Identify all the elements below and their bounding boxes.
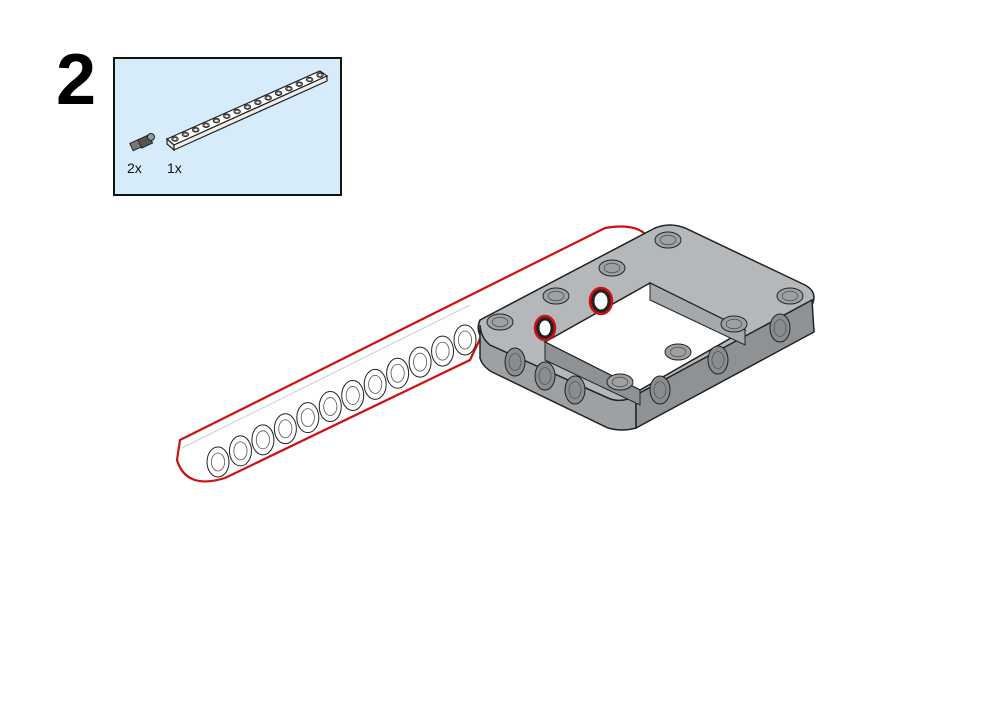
frame-side-hole-inner <box>653 381 667 399</box>
beam-hole-inner <box>413 352 428 372</box>
parts-illustration <box>129 70 329 152</box>
step-number: 2 <box>56 40 97 120</box>
frame-top-hole <box>606 373 634 391</box>
frame-side-hole <box>534 361 556 391</box>
beam-hole <box>453 324 477 356</box>
frame-top-hole <box>664 343 692 361</box>
frame-side-hole-inner <box>538 367 552 385</box>
frame-side-hole-inner <box>773 319 787 337</box>
frame-top-hole <box>776 287 804 305</box>
beam-hole <box>296 402 320 434</box>
beam-hole-inner <box>390 363 405 383</box>
gray-frame-5x7 <box>477 224 815 431</box>
mini-beam-hole-inner <box>203 123 209 128</box>
mini-beam-hole-inner <box>265 96 271 100</box>
beam-hole <box>318 391 342 423</box>
beam-hole-inner <box>300 408 315 428</box>
pin-highlight-1 <box>533 314 557 342</box>
frame-top-hole <box>598 259 626 277</box>
mini-beam-hole-inner <box>286 86 292 91</box>
frame-top-hole <box>486 313 514 331</box>
mini-beam-hole-inner <box>224 114 230 118</box>
parts-callout: 2x 1x <box>113 57 342 196</box>
pin-highlight-2 <box>588 286 614 316</box>
frame-top-hole-inner <box>781 290 799 302</box>
beam-hole-inner <box>345 386 360 405</box>
beam-hole-inner <box>278 419 293 439</box>
frame-side-hole-inner <box>508 353 522 371</box>
beam-hole <box>206 446 230 478</box>
beam-hole <box>228 435 252 467</box>
mini-beam-hole-inner <box>245 105 250 109</box>
frame-top-hole-inner <box>603 262 621 274</box>
frame-top-hole-inner <box>659 234 677 246</box>
mini-beam-hole-inner <box>317 73 323 77</box>
beam-hole-inner <box>210 452 225 472</box>
mini-beam-hole-inner <box>296 82 302 86</box>
straight-beam-icon <box>165 70 329 152</box>
mini-beam-hole-inner <box>214 118 219 123</box>
mini-beam-hole-inner <box>193 128 199 132</box>
beam-hole <box>386 357 410 389</box>
connector-pin-icon <box>129 133 155 152</box>
frame-side-hole <box>769 313 791 343</box>
mini-beam-hole-inner <box>276 91 281 96</box>
beam-hole <box>431 335 455 367</box>
beam-hole <box>408 346 432 378</box>
beam-hole <box>251 424 275 456</box>
beam-hole <box>341 379 365 411</box>
frame-top-hole <box>720 315 748 333</box>
mini-beam-hole-inner <box>234 109 240 114</box>
frame-top-hole <box>654 231 682 249</box>
frame-top-hole-inner <box>669 346 687 358</box>
frame-side-holes <box>504 313 791 405</box>
mini-beam-hole-inner <box>307 77 312 82</box>
frame-side-hole <box>504 347 526 377</box>
beam-hole-inner <box>368 374 383 394</box>
frame-side-hole <box>707 345 729 375</box>
frame-top-hole-inner <box>611 376 629 388</box>
beam-hole-inner <box>255 430 270 450</box>
mini-beam-hole-inner <box>183 132 188 137</box>
beam-hole-inner <box>233 441 248 461</box>
beam-hole-inner <box>457 330 472 350</box>
beam-hole-inner <box>435 341 450 361</box>
frame-top-hole-inner <box>547 290 565 302</box>
frame-side-hole-inner <box>568 381 582 399</box>
beam-hole-inner <box>323 397 338 416</box>
mini-beam-hole-inner <box>255 100 261 105</box>
frame-side-hole <box>564 375 586 405</box>
frame-top-holes <box>486 231 804 391</box>
frame-side-hole <box>649 375 671 405</box>
pin-count: 2x <box>127 160 142 176</box>
beam-hole <box>273 413 297 445</box>
frame-side-hole-inner <box>711 351 725 369</box>
beam-count: 1x <box>167 160 182 176</box>
frame-top-hole <box>542 287 570 305</box>
beam-holes <box>206 324 477 478</box>
frame-top-hole-inner <box>725 318 743 330</box>
mini-beam-hole-inner <box>172 137 178 141</box>
beam-15-highlighted <box>175 225 652 483</box>
frame-top-hole-inner <box>491 316 509 328</box>
beam-hole <box>363 368 387 400</box>
